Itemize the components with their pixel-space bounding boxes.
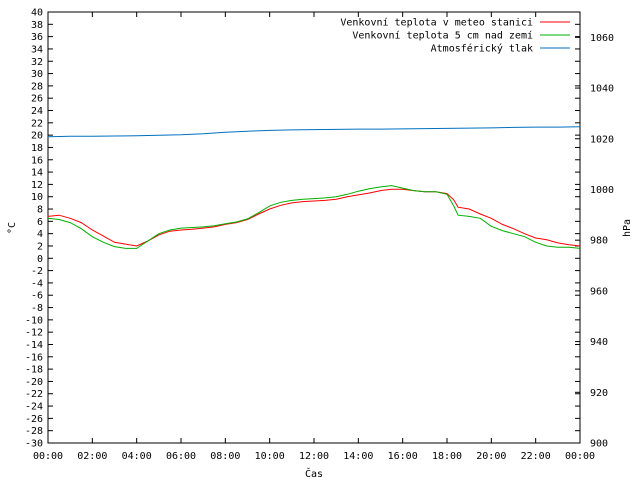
y-tick-label: 8 [37, 205, 43, 216]
x-tick-label: 08:00 [210, 451, 240, 462]
y2-tick-label: 960 [590, 286, 608, 297]
y-tick-label: -8 [31, 303, 43, 314]
y-tick-label: 40 [31, 8, 43, 19]
y-tick-label: 6 [37, 217, 43, 228]
plot-frame [47, 11, 581, 444]
y2-tick-label: 980 [590, 236, 608, 247]
y-tick-label: 4 [37, 229, 43, 240]
y-tick-label: -14 [25, 340, 43, 351]
legend-label-1: Venkovní teplota v meteo stanici [340, 17, 533, 29]
legend-label-2: Venkovní teplota 5 cm nad zemí [352, 30, 533, 42]
x-tick-label: 20:00 [476, 451, 506, 462]
y-tick-label: -18 [25, 365, 43, 376]
y2-tick-label: 1060 [590, 33, 614, 44]
y-tick-label: 10 [31, 192, 43, 203]
x-tick-label: 12:00 [299, 451, 329, 462]
y2-tick-label: 1000 [590, 185, 614, 196]
series-line-1 [47, 188, 581, 247]
y-tick-label: 14 [31, 168, 43, 179]
x-tick-label: 00:00 [33, 451, 63, 462]
y-tick-label: -30 [25, 439, 43, 450]
y2-tick-label: 1040 [590, 84, 614, 95]
x-tick-label: 22:00 [521, 451, 551, 462]
y-axis-label: °C [7, 222, 18, 234]
y2-axis-label: hPa [622, 219, 633, 237]
x-tick-label: 10:00 [255, 451, 285, 462]
y-tick-label: 34 [31, 44, 43, 55]
series-line-2 [47, 185, 581, 249]
x-tick-label: 04:00 [122, 451, 152, 462]
y-tick-label: 20 [31, 131, 43, 142]
x-tick-label: 16:00 [388, 451, 418, 462]
y-tick-label: -12 [25, 328, 43, 339]
y-tick-label: 32 [31, 57, 43, 68]
y2-tick-label: 1020 [590, 134, 614, 145]
y-tick-label: -24 [25, 402, 43, 413]
y-tick-label: -6 [31, 291, 43, 302]
legend: Venkovní teplota v meteo staniciVenkovní… [340, 17, 570, 55]
series-line-3 [47, 126, 581, 138]
y-tick-label: 2 [37, 241, 43, 252]
y-tick-label: -22 [25, 389, 43, 400]
y-tick-label: -16 [25, 352, 43, 363]
y2-tick-label: 940 [590, 337, 608, 348]
y-tick-label: -4 [31, 278, 43, 289]
y-tick-label: 16 [31, 155, 43, 166]
y-tick-label: 24 [31, 106, 43, 117]
legend-label-3: Atmosférický tlak [431, 43, 533, 55]
y-tick-label: -26 [25, 414, 43, 425]
y2-tick-label: 900 [590, 439, 608, 450]
y-tick-label: -10 [25, 315, 43, 326]
y-tick-label: 36 [31, 32, 43, 43]
x-tick-label: 02:00 [77, 451, 107, 462]
y2-tick-label: 920 [590, 388, 608, 399]
y-tick-label: 38 [31, 20, 43, 31]
y-tick-label: 12 [31, 180, 43, 191]
y-tick-label: 28 [31, 81, 43, 92]
y-tick-label: -20 [25, 377, 43, 388]
y-tick-label: -28 [25, 426, 43, 437]
x-tick-label: 06:00 [166, 451, 196, 462]
x-tick-label: 14:00 [343, 451, 373, 462]
y-tick-label: 18 [31, 143, 43, 154]
y-tick-label: 30 [31, 69, 43, 80]
y-tick-label: 26 [31, 94, 43, 105]
y-tick-label: -2 [31, 266, 43, 277]
x-tick-label: 00:00 [565, 451, 595, 462]
x-tick-label: 18:00 [432, 451, 462, 462]
y-tick-label: 22 [31, 118, 43, 129]
series-layer [47, 126, 581, 249]
ticks-layer: 4038363432302826242220181614121086420-2-… [25, 8, 614, 463]
y-tick-label: 0 [37, 254, 43, 265]
x-axis-label: Čas [305, 467, 323, 480]
